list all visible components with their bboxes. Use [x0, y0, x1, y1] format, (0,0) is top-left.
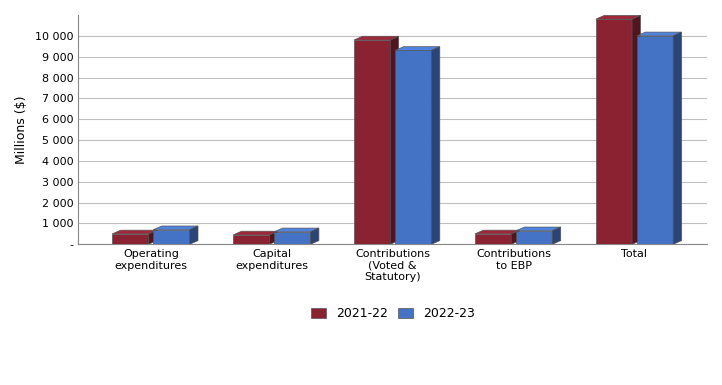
Polygon shape	[354, 36, 399, 40]
Polygon shape	[233, 235, 269, 244]
Polygon shape	[475, 234, 511, 244]
Polygon shape	[395, 50, 431, 244]
Polygon shape	[516, 231, 552, 244]
Polygon shape	[149, 230, 157, 244]
Polygon shape	[153, 230, 190, 244]
Polygon shape	[511, 230, 520, 244]
Polygon shape	[390, 36, 399, 244]
Polygon shape	[233, 231, 278, 235]
Polygon shape	[354, 40, 390, 244]
Polygon shape	[596, 19, 632, 244]
Polygon shape	[516, 227, 561, 231]
Polygon shape	[431, 47, 440, 244]
Polygon shape	[632, 15, 640, 244]
Polygon shape	[112, 230, 157, 234]
Polygon shape	[475, 230, 520, 234]
Polygon shape	[274, 232, 310, 244]
Polygon shape	[596, 15, 640, 19]
Polygon shape	[112, 234, 149, 244]
Polygon shape	[673, 32, 682, 244]
Polygon shape	[637, 32, 682, 36]
Legend: 2021-22, 2022-23: 2021-22, 2022-23	[306, 302, 479, 325]
Polygon shape	[274, 228, 319, 232]
Polygon shape	[310, 228, 319, 244]
Polygon shape	[153, 226, 198, 230]
Y-axis label: Millions ($): Millions ($)	[15, 95, 28, 164]
Polygon shape	[637, 36, 673, 244]
Polygon shape	[269, 231, 278, 244]
Polygon shape	[190, 226, 198, 244]
Polygon shape	[552, 227, 561, 244]
Polygon shape	[395, 47, 440, 50]
